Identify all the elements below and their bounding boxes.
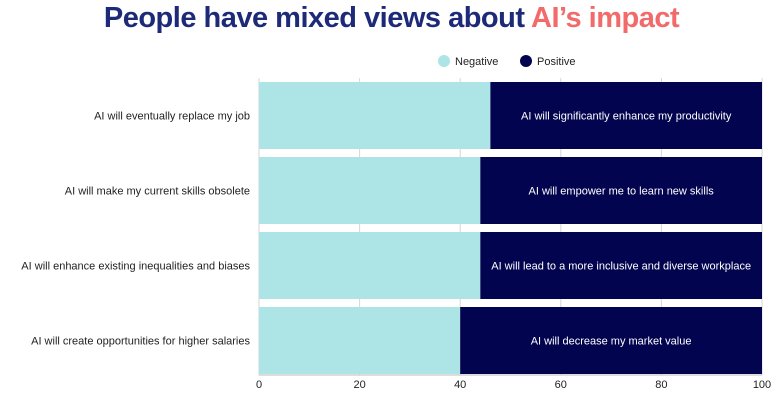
positive-bar-label: AI will decrease my market value bbox=[531, 336, 692, 348]
title-text: People have mixed views about bbox=[103, 2, 531, 34]
bar-positive bbox=[460, 307, 762, 374]
legend-label-positive: Positive bbox=[537, 56, 576, 68]
category-label: AI will make my current skills obsolete bbox=[65, 186, 250, 198]
chart-title: People have mixed views about AI’s impac… bbox=[0, 2, 783, 35]
bar-positive bbox=[490, 82, 762, 149]
bar-positive bbox=[480, 232, 762, 299]
title-highlight: AI’s impact bbox=[531, 2, 680, 34]
legend-label-negative: Negative bbox=[455, 56, 498, 68]
bar-negative bbox=[259, 307, 461, 374]
x-tick-label: 40 bbox=[454, 379, 466, 391]
x-tick-label: 60 bbox=[555, 379, 567, 391]
positive-bar-label: AI will lead to a more inclusive and div… bbox=[491, 261, 751, 273]
legend-marker-negative bbox=[438, 55, 450, 67]
category-label: AI will enhance existing inequalities an… bbox=[21, 261, 250, 273]
bar-negative bbox=[259, 157, 481, 224]
x-tick-label: 0 bbox=[256, 379, 262, 391]
x-tick-label: 20 bbox=[353, 379, 365, 391]
bar-negative bbox=[259, 232, 481, 299]
x-tick-label: 100 bbox=[753, 379, 771, 391]
category-label: AI will create opportunities for higher … bbox=[31, 336, 250, 348]
category-label: AI will eventually replace my job bbox=[94, 111, 250, 123]
positive-bar-label: AI will empower me to learn new skills bbox=[529, 186, 715, 198]
bar-positive bbox=[480, 157, 762, 224]
bar-negative bbox=[259, 82, 491, 149]
legend-marker-positive bbox=[520, 55, 532, 67]
x-tick-label: 80 bbox=[655, 379, 667, 391]
positive-bar-label: AI will significantly enhance my product… bbox=[521, 111, 732, 123]
